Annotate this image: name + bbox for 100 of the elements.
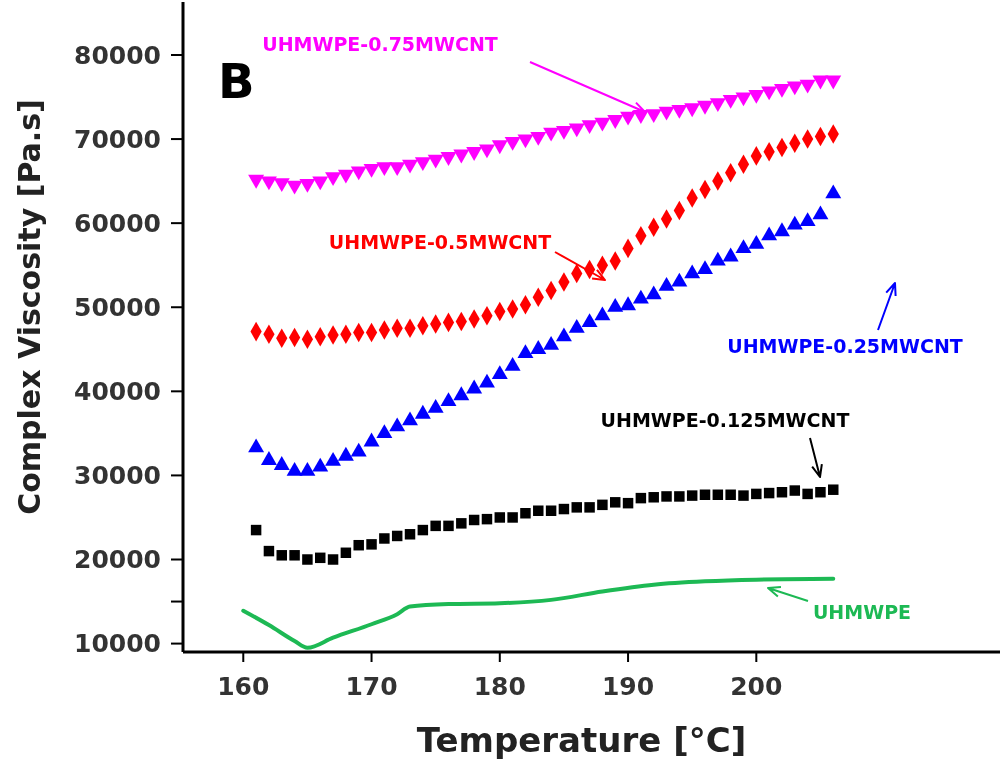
point [276,550,287,561]
point [712,489,724,500]
point [517,134,534,149]
point [645,109,662,124]
point [440,152,457,166]
point [607,115,624,129]
point [327,554,339,565]
point [491,140,508,155]
point [671,105,688,119]
point [709,98,726,113]
y-axis-title: Complex Viscosity [Pa.s] [12,99,47,515]
point [404,529,416,540]
point [466,147,483,161]
point [661,491,672,502]
point [584,502,595,513]
point [773,84,790,98]
point [248,174,265,189]
y-tick-label: 30000 [74,461,161,491]
point [443,520,454,532]
point [802,488,813,500]
y-tick-label: 40000 [74,377,161,407]
series-label: UHMWPE-0.5MWCNT [328,230,552,253]
point [558,503,570,515]
point [453,149,470,164]
point [648,492,659,503]
point [530,131,547,146]
point [363,163,380,178]
point [545,505,557,516]
point [751,488,762,500]
point [799,79,816,94]
text: UHMWPE-0.75MWCNT [262,32,498,55]
x-tick-label: 180 [473,672,526,701]
point [260,176,277,191]
point [376,162,393,177]
x-tick-label: 160 [217,672,270,701]
point [340,547,352,559]
point [263,545,275,557]
point [286,180,303,195]
point [402,159,418,174]
x-axis-title: Temperature [°C] [416,720,747,760]
point [312,176,329,191]
point [748,89,765,104]
point [609,497,621,508]
point [658,106,675,121]
point [299,179,316,193]
point [379,533,390,544]
point [479,144,495,159]
y-tick-label: 10000 [74,629,161,659]
point [314,552,326,564]
point [725,489,736,500]
point [543,127,560,142]
point [555,126,572,140]
point [430,520,441,532]
point [789,485,801,496]
point [273,178,290,192]
point [337,169,354,184]
point [828,484,839,495]
annotation: B [218,53,255,109]
point [571,502,582,513]
x-tick-label: 170 [345,672,398,701]
point [581,120,598,134]
point [786,81,803,96]
y-tick-label: 50000 [74,292,161,322]
x-tick-label: 200 [730,672,783,701]
point [417,524,429,536]
point [481,513,493,525]
point [722,94,739,109]
point [812,75,829,90]
point [456,518,467,529]
point [738,490,749,501]
y-tick-label: 80000 [74,40,161,70]
point [533,505,544,516]
point [684,103,701,118]
point [620,111,637,126]
y-tick-label: 60000 [74,208,161,238]
point [250,524,262,536]
point [389,162,406,177]
point [353,539,364,551]
point [635,492,647,504]
point [763,487,775,499]
point [761,86,778,101]
point [504,136,521,151]
point [391,530,403,542]
point [699,489,711,500]
text: UHMWPE-0.125MWCNT [600,408,850,431]
series-label: UHMWPE [812,600,912,623]
point [735,92,752,107]
point [825,75,842,90]
point [568,123,585,138]
point [325,172,342,187]
point [776,486,788,498]
x-tick-label: 190 [601,672,655,701]
point [697,100,713,115]
y-tick-label: 70000 [74,124,161,154]
point [686,490,698,501]
point [366,539,377,550]
point [674,491,685,502]
point [350,166,367,181]
point [507,512,518,523]
y-tick-label: 20000 [74,545,161,575]
